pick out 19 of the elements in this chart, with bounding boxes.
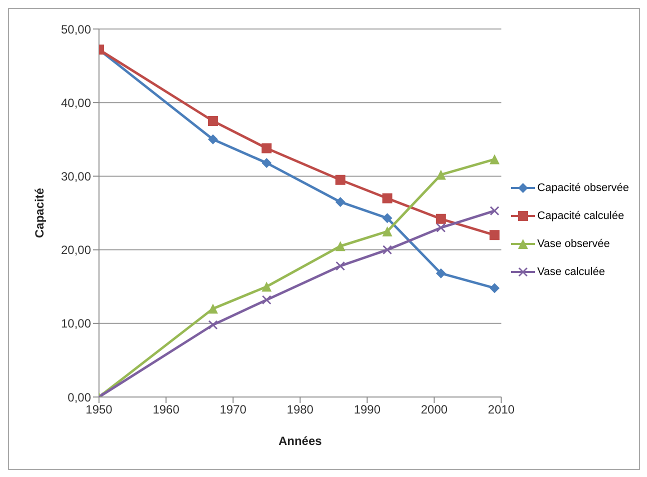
- y-tick-label: 20,00: [60, 243, 92, 258]
- y-tick-label: 30,00: [60, 169, 92, 184]
- x-tick-label: 1980: [286, 402, 314, 417]
- x-tick-label: 1950: [86, 402, 113, 417]
- x-tick-label: 1990: [354, 402, 381, 417]
- legend-label: Vase calculée: [537, 266, 605, 278]
- legend-label: Vase observée: [537, 238, 610, 250]
- x-tick-label: 1960: [152, 402, 180, 417]
- legend-label: Capacité calculée: [537, 210, 624, 222]
- x-tick-label: 1970: [220, 402, 247, 417]
- legend-label: Capacité observée: [537, 182, 629, 194]
- y-tick-label: 0,00: [68, 390, 92, 404]
- y-axis-title: Capacité: [32, 188, 46, 238]
- y-tick-label: 50,00: [60, 22, 92, 36]
- x-tick-label: 2010: [488, 402, 515, 417]
- y-tick-label: 10,00: [60, 316, 92, 331]
- y-tick-label: 40,00: [60, 96, 92, 110]
- x-axis-title: Années: [278, 434, 322, 448]
- x-tick-label: 2000: [420, 402, 448, 417]
